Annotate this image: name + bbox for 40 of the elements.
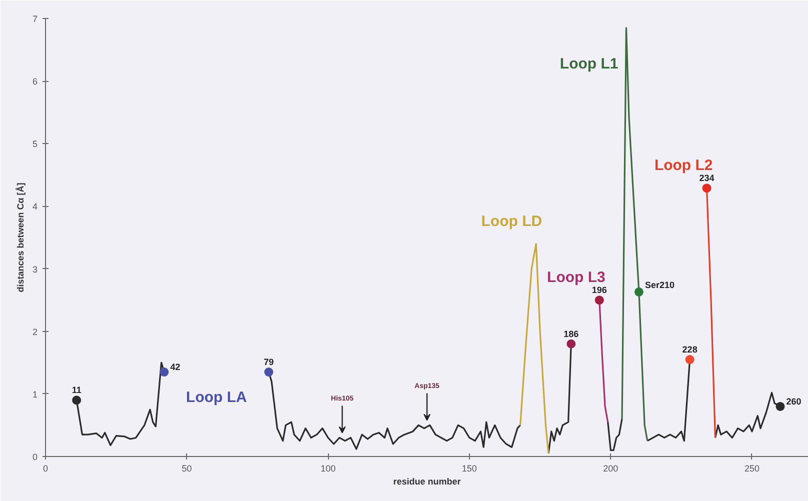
annotation: 260 xyxy=(786,396,802,406)
y-tick-label: 0 xyxy=(32,452,38,462)
series-label: Loop LA xyxy=(186,388,248,406)
series-label: Loop L1 xyxy=(560,55,618,72)
point xyxy=(594,296,604,305)
x-tick-label: 50 xyxy=(182,464,192,474)
series-label: Loop L3 xyxy=(547,269,606,286)
x-tick-label: 200 xyxy=(603,464,618,474)
line-series xyxy=(519,242,550,454)
y-tick-label: 4 xyxy=(32,202,38,212)
y-tick-label: 7 xyxy=(32,14,38,24)
annotation: 79 xyxy=(264,357,274,368)
point xyxy=(685,355,694,364)
point xyxy=(776,402,785,411)
point xyxy=(702,184,712,193)
y-tick-label: 2 xyxy=(32,326,38,337)
series-label: Loop L2 xyxy=(654,157,713,174)
x-axis-title: residue number xyxy=(393,476,462,486)
y-tick-label: 6 xyxy=(32,76,38,87)
y-tick-label: 5 xyxy=(32,139,38,150)
point xyxy=(634,287,644,296)
y-tick-label: 1 xyxy=(32,389,38,400)
point xyxy=(264,368,274,377)
x-tick-label: 150 xyxy=(462,464,477,474)
point xyxy=(160,368,169,377)
point xyxy=(72,396,82,405)
annotation: 186 xyxy=(564,328,579,339)
annotation: 234 xyxy=(699,173,714,184)
point xyxy=(566,339,576,348)
annotation: 228 xyxy=(682,344,698,355)
annotation: 196 xyxy=(592,285,607,296)
annotation: 11 xyxy=(72,385,82,396)
series-label: Loop LD xyxy=(481,212,542,230)
annotation: Ser210 xyxy=(644,280,674,290)
x-tick-label: 100 xyxy=(320,464,336,474)
x-tick-label: 250 xyxy=(744,464,760,474)
y-axis-title: distances between Cα [Å] xyxy=(15,182,26,292)
x-tick-label: 0 xyxy=(42,464,48,474)
annotation: 42 xyxy=(170,362,180,372)
y-tick-label: 3 xyxy=(32,264,38,274)
